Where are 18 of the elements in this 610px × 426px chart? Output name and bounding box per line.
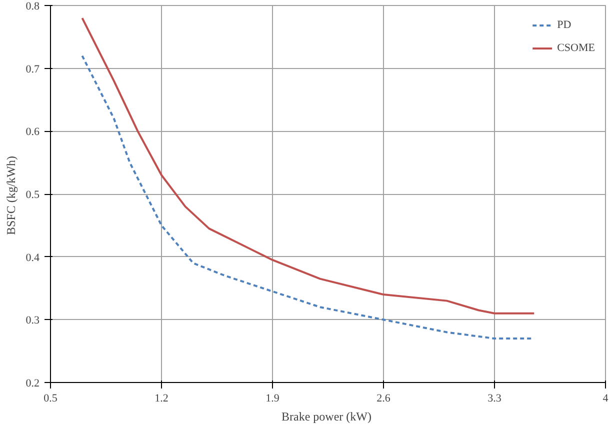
y-tick-label: 0.2 <box>26 378 40 390</box>
x-tick-label: 0.5 <box>44 392 58 404</box>
x-tick-label: 2.6 <box>376 392 391 404</box>
x-tick-label: 3.3 <box>488 392 502 404</box>
y-tick-label: 0.6 <box>26 126 40 138</box>
x-tick-label: 1.9 <box>266 392 280 404</box>
x-tick-label: 4 <box>602 392 609 404</box>
x-tick-label: 1.2 <box>154 392 168 404</box>
legend-label: CSOME <box>557 42 595 54</box>
y-tick-label: 0.3 <box>26 314 40 327</box>
y-axis-title: BSFC (kg/kWh) <box>4 156 18 236</box>
x-axis-title: Brake power (kW) <box>282 410 372 424</box>
y-tick-label: 0.7 <box>26 63 40 76</box>
y-tick-label: 0.4 <box>26 252 40 264</box>
y-tick-label: 0.5 <box>26 189 40 201</box>
legend-label: PD <box>557 19 572 31</box>
line-series <box>81 17 536 314</box>
y-tick-label: 0.8 <box>26 0 40 12</box>
